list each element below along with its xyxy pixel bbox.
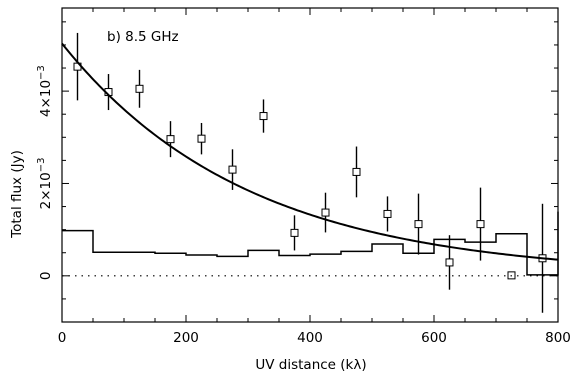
y-tick-label: 0 (38, 272, 54, 281)
data-point (197, 134, 206, 143)
data-point (166, 135, 175, 144)
x-tick-label: 200 (173, 330, 199, 346)
data-point (445, 258, 454, 267)
y-tick-label-base: 4×10 (38, 80, 54, 117)
x-tick-label: 600 (421, 330, 447, 346)
x-axis-label: UV distance (kλ) (255, 357, 366, 373)
x-tick-label: 800 (545, 330, 571, 346)
data-point (135, 84, 144, 93)
y-tick-label-base: 2×10 (38, 172, 54, 209)
data-point (414, 220, 423, 229)
y-tick-label-exponent: −3 (36, 65, 47, 80)
data-point (383, 209, 392, 218)
residual-histogram (62, 211, 559, 276)
data-point (352, 167, 361, 176)
y-axis-label: Total flux (Jy) (9, 150, 25, 239)
data-point (228, 165, 237, 174)
x-tick-label: 400 (297, 330, 323, 346)
y-tick-label: 4×10−3 (36, 65, 54, 117)
data-point (290, 228, 299, 237)
panel-annotation: b) 8.5 GHz (107, 29, 179, 45)
data-point (259, 112, 268, 121)
plot-data-layer (61, 32, 559, 313)
plot-frame (61, 7, 559, 323)
y-tick-label-exponent: −3 (36, 158, 47, 173)
fit-curve (61, 42, 559, 261)
x-tick-label: 0 (58, 330, 67, 346)
data-point (321, 208, 330, 217)
y-tick-label-base: 0 (38, 272, 54, 281)
y-tick-label: 2×10−3 (36, 158, 54, 210)
data-point (476, 220, 485, 229)
